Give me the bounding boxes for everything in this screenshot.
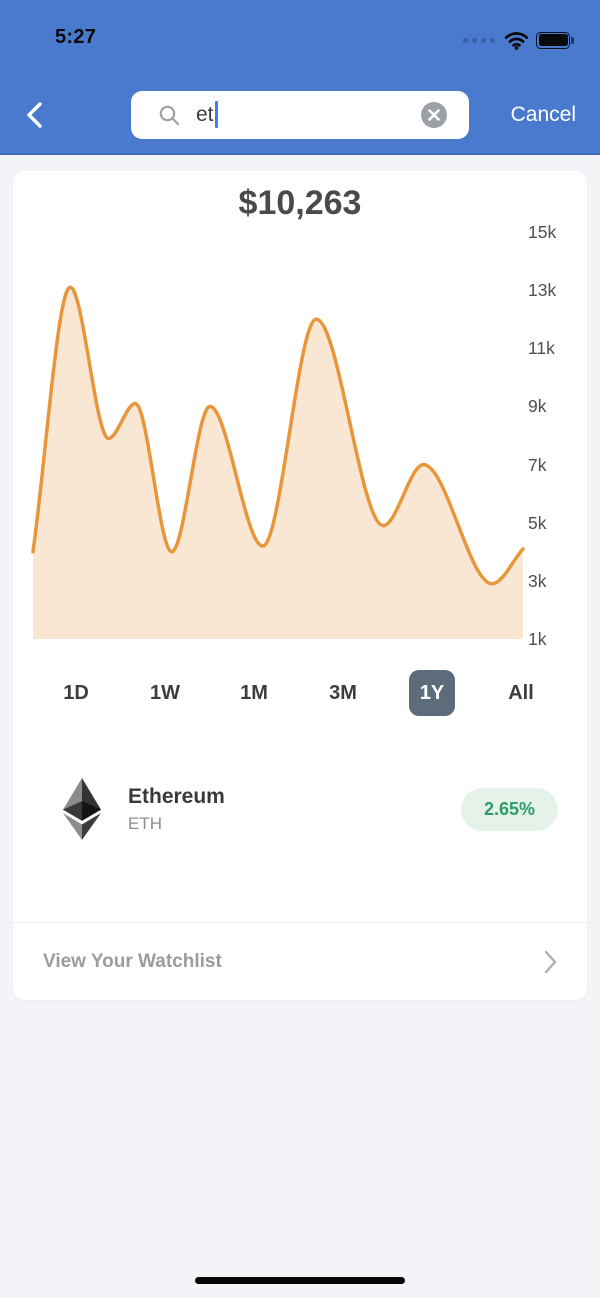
asset-symbol: ETH <box>128 814 162 833</box>
asset-name: Ethereum <box>128 785 225 808</box>
y-tick-label: 9k <box>528 396 547 417</box>
chart-area-fill <box>33 287 523 639</box>
y-axis-labels: 15k 13k 11k 9k 7k 5k 3k 1k <box>528 222 583 649</box>
range-button-1y[interactable]: 1Y <box>409 670 455 716</box>
search-icon <box>159 105 180 125</box>
y-tick-label: 11k <box>528 338 555 359</box>
watchlist-label: View Your Watchlist <box>43 950 222 972</box>
y-tick-label: 5k <box>528 512 547 533</box>
back-chevron-icon[interactable] <box>24 101 44 129</box>
price-change-value: 2.65% <box>483 798 536 819</box>
divider <box>13 922 587 923</box>
cellular-signal-icon <box>463 37 496 43</box>
price-change-badge: 2.65% <box>461 787 558 831</box>
status-time: 5:27 <box>55 26 97 48</box>
y-tick-label: 3k <box>528 570 547 591</box>
y-tick-label: 15k <box>528 222 557 242</box>
cancel-button[interactable]: Cancel <box>510 103 576 126</box>
asset-names: Ethereum ETH <box>128 784 225 834</box>
current-price: $10,263 <box>238 184 362 222</box>
chart-line <box>31 285 525 586</box>
view-watchlist-button[interactable]: View Your Watchlist <box>13 923 587 1000</box>
range-button-3m[interactable]: 3M <box>320 670 366 716</box>
range-button-1m[interactable]: 1M <box>231 670 277 716</box>
wifi-icon <box>505 31 529 50</box>
y-tick-label: 7k <box>528 454 547 475</box>
search-result-ethereum[interactable]: Ethereum ETH 2.65% <box>13 771 587 847</box>
close-icon <box>428 109 440 121</box>
text-caret <box>214 100 218 128</box>
search-query-text: et <box>196 103 214 126</box>
battery-icon <box>536 31 574 49</box>
clear-search-button[interactable] <box>421 102 447 128</box>
price-chart[interactable]: 15k 13k 11k 9k 7k 5k 3k 1k <box>13 222 587 649</box>
chart-card: $10,263 15k 13k 11k 9k 7k 5k 3k 1k 1D 1W 1M 3M 1Y Al… <box>13 171 587 1000</box>
y-tick-label: 1k <box>528 629 547 649</box>
home-indicator[interactable] <box>195 1277 405 1284</box>
range-button-all[interactable]: All <box>498 670 544 716</box>
search-input[interactable]: et <box>131 91 469 139</box>
chevron-right-icon <box>544 950 557 973</box>
ethereum-logo-icon <box>63 778 101 840</box>
header: 5:27 et Cancel <box>0 0 600 155</box>
time-range-selector: 1D 1W 1M 3M 1Y All <box>53 670 544 716</box>
range-button-1w[interactable]: 1W <box>142 670 188 716</box>
range-button-1d[interactable]: 1D <box>53 670 99 716</box>
y-tick-label: 13k <box>528 280 557 301</box>
status-icons <box>463 30 574 50</box>
